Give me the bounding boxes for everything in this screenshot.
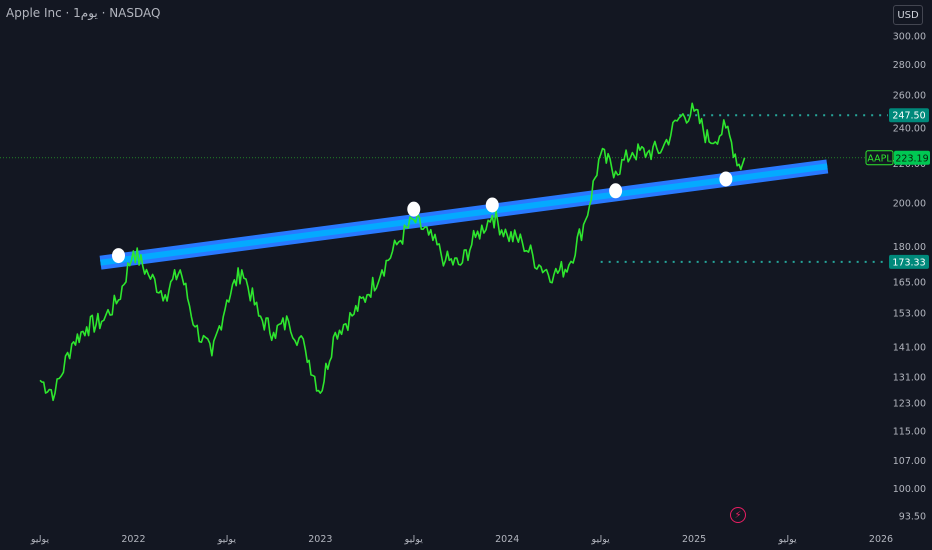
last-price-tag-label: 223.19: [895, 153, 928, 164]
level-lines: [0, 114, 888, 263]
x-tick-label: 2024: [495, 534, 519, 545]
symbol-tag-label: AAPL: [867, 153, 892, 164]
y-tick-label: 107.00: [893, 456, 926, 467]
y-tick-label: 123.00: [893, 399, 926, 410]
touch-point: [609, 183, 623, 199]
level-tag-label: 173.33: [892, 257, 925, 268]
y-tick-label: 300.00: [893, 32, 926, 43]
x-axis[interactable]: يوليو 2022 يوليو 2023 يوليو 2024 يوليو 2025 يولي…: [30, 534, 893, 545]
x-tick-label: يوليو: [404, 534, 424, 545]
y-tick-label: 180.00: [893, 242, 926, 253]
x-tick-label: 2022: [121, 534, 145, 545]
x-tick-label: يوليو: [217, 534, 237, 545]
lightning-icon[interactable]: ⚡: [730, 507, 746, 523]
y-tick-label: 141.00: [893, 342, 926, 353]
y-axis[interactable]: 300.00280.00260.00240.00220.00200.00180.…: [893, 32, 926, 523]
x-tick-label: 2025: [682, 534, 706, 545]
level-tag-label: 247.50: [892, 111, 925, 122]
x-tick-label: يوليو: [777, 534, 797, 545]
x-tick-label: يوليو: [591, 534, 611, 545]
y-tick-label: 131.00: [893, 373, 926, 384]
x-tick-label: 2023: [308, 534, 332, 545]
touch-point: [485, 197, 499, 213]
x-tick-label: 2026: [869, 534, 893, 545]
price-series: [39, 102, 746, 402]
currency-button[interactable]: USD: [893, 5, 923, 25]
touch-point: [407, 201, 421, 217]
touch-point: [111, 248, 125, 264]
trend-band[interactable]: [99, 159, 829, 270]
y-tick-label: 115.00: [893, 426, 926, 437]
chart-title: Apple Inc · 1يوم · NASDAQ: [6, 6, 161, 20]
touch-points: [111, 171, 733, 264]
symbol-tag-bg: [865, 150, 894, 166]
trend-band-inner: [100, 163, 828, 266]
y-tick-label: 153.00: [893, 309, 926, 320]
level-tag-bg: [889, 254, 929, 269]
last-price-tag-bg: [894, 150, 930, 165]
touch-point: [719, 171, 733, 187]
y-tick-label: 100.00: [893, 484, 926, 495]
price-line: [39, 102, 746, 402]
y-tick-label: 200.00: [893, 198, 926, 209]
price-tags: 247.50 173.33 AAPL 223.19: [865, 108, 930, 269]
y-tick-label: 240.00: [893, 123, 926, 134]
level-tag-bg: [889, 108, 929, 123]
y-tick-label: 165.00: [893, 278, 926, 289]
y-tick-label: 93.50: [899, 512, 926, 523]
y-tick-label: 280.00: [893, 60, 926, 71]
y-tick-label: 260.00: [893, 90, 926, 101]
x-tick-label: يوليو: [30, 534, 50, 545]
